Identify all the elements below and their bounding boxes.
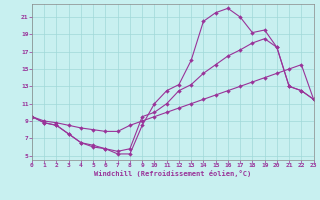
X-axis label: Windchill (Refroidissement éolien,°C): Windchill (Refroidissement éolien,°C)	[94, 170, 252, 177]
